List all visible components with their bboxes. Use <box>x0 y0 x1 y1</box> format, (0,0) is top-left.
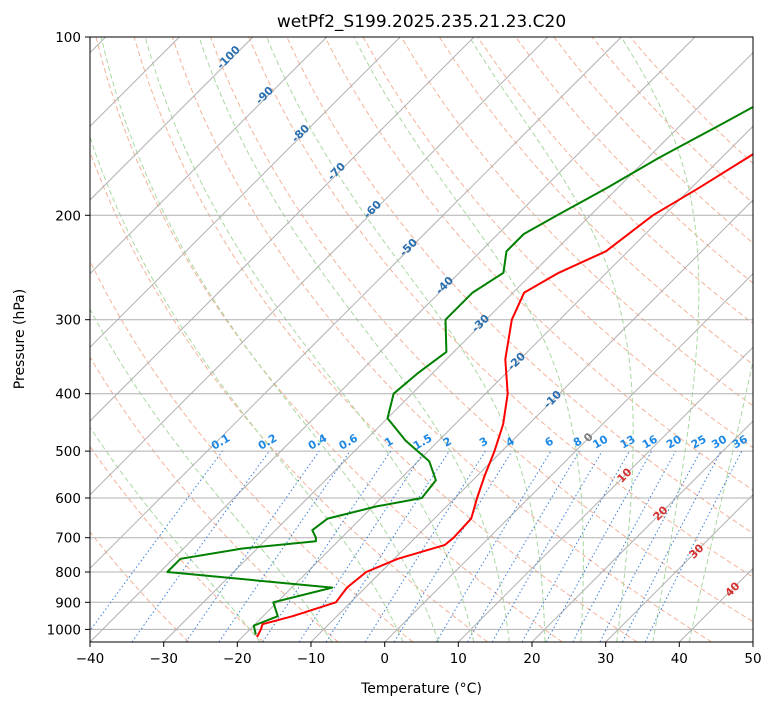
x-tick-label: −20 <box>223 651 252 667</box>
mixing-ratio-line <box>545 450 653 642</box>
isotherm-line <box>163 51 753 642</box>
y-tick-label: 600 <box>55 491 81 507</box>
mixing-ratio-line <box>325 450 450 642</box>
dry-adiabat <box>133 37 638 642</box>
moist-adiabat <box>90 426 261 642</box>
chart-title: wetPf2_S199.2025.235.21.23.C20 <box>277 12 566 32</box>
moist-adiabat <box>620 37 700 642</box>
mixing-ratio-line <box>90 450 223 632</box>
isotherm-line <box>605 493 753 642</box>
x-tick-label: 20 <box>523 651 540 667</box>
moist-adiabat <box>90 135 404 642</box>
dry-adiabat <box>438 37 753 366</box>
mixing-ratio-line <box>131 450 270 642</box>
mixing-ratio-line <box>572 450 677 642</box>
sounding-profiles <box>166 105 753 638</box>
isotherm-line <box>90 37 328 275</box>
dry-adiabat <box>324 37 753 491</box>
x-tick-label: 0 <box>380 651 389 667</box>
y-tick-label: 800 <box>55 565 81 581</box>
isotherm-line <box>457 346 753 642</box>
y-tick-label: 200 <box>55 208 81 224</box>
isotherm-line <box>236 125 753 642</box>
dry-adiabat <box>95 37 563 642</box>
x-tick-label: −10 <box>297 651 326 667</box>
dry-adiabat <box>90 356 339 642</box>
y-tick-label: 700 <box>55 531 81 547</box>
moist-adiabat <box>688 358 753 642</box>
dry-adiabat <box>400 37 753 407</box>
dry-adiabat <box>515 37 753 284</box>
moist-adiabat <box>100 37 439 642</box>
x-tick-label: 10 <box>450 651 467 667</box>
dry-adiabat <box>210 37 753 623</box>
mixing-ratio-line <box>262 450 392 642</box>
x-tick-label: 30 <box>597 651 614 667</box>
isotherm-line <box>90 37 696 642</box>
x-axis-label: Temperature (°C) <box>360 681 482 697</box>
mixing-ratio-line <box>298 450 425 642</box>
x-tick-label: 40 <box>671 651 688 667</box>
dry-adiabat <box>90 531 190 642</box>
isotherm-line <box>531 420 753 642</box>
y-tick-label: 400 <box>55 387 81 403</box>
dry-adiabat <box>90 445 264 642</box>
x-tick-label: 50 <box>744 651 761 667</box>
mixing-ratio-line <box>218 450 351 642</box>
moist-adiabat <box>90 308 333 642</box>
mixing-ratio-line <box>644 450 743 642</box>
x-tick-label: −40 <box>76 651 105 667</box>
dry-adiabat <box>171 37 712 642</box>
mixing-ratio-line <box>393 450 513 642</box>
y-tick-label: 100 <box>55 30 81 46</box>
isotherm-line <box>90 37 254 201</box>
plot-frame <box>89 36 754 643</box>
y-axis-label: Pressure (hPa) <box>12 289 28 389</box>
y-tick-label: 300 <box>55 313 81 329</box>
y-tick-label: 900 <box>55 595 81 611</box>
moist-adiabat <box>144 37 475 642</box>
y-tick-label: 1000 <box>47 622 81 638</box>
isotherm-line <box>90 37 401 349</box>
dry-adiabat <box>248 37 753 578</box>
mixing-ratio-line <box>521 450 630 642</box>
isotherm-line <box>90 37 549 496</box>
x-tick-label: −30 <box>149 651 178 667</box>
profile-line <box>256 152 753 638</box>
moist-adiabat <box>353 37 584 642</box>
mixing-ratio-line <box>185 450 320 642</box>
isotherm-line <box>384 272 753 642</box>
y-tick-label: 500 <box>55 444 81 460</box>
profile-line <box>166 105 753 635</box>
isotherm-line <box>90 37 622 570</box>
axis-ticks: −40 −30 −20 −10 0 10 20 30 40 50 100 200 300 400 500 60… <box>47 30 762 667</box>
moist-adiabat <box>198 37 510 642</box>
moist-adiabat <box>266 37 546 642</box>
background-lines <box>90 37 753 642</box>
isotherm-line <box>310 199 753 642</box>
dry-adiabat <box>90 150 488 642</box>
isotherm-line <box>90 37 475 422</box>
